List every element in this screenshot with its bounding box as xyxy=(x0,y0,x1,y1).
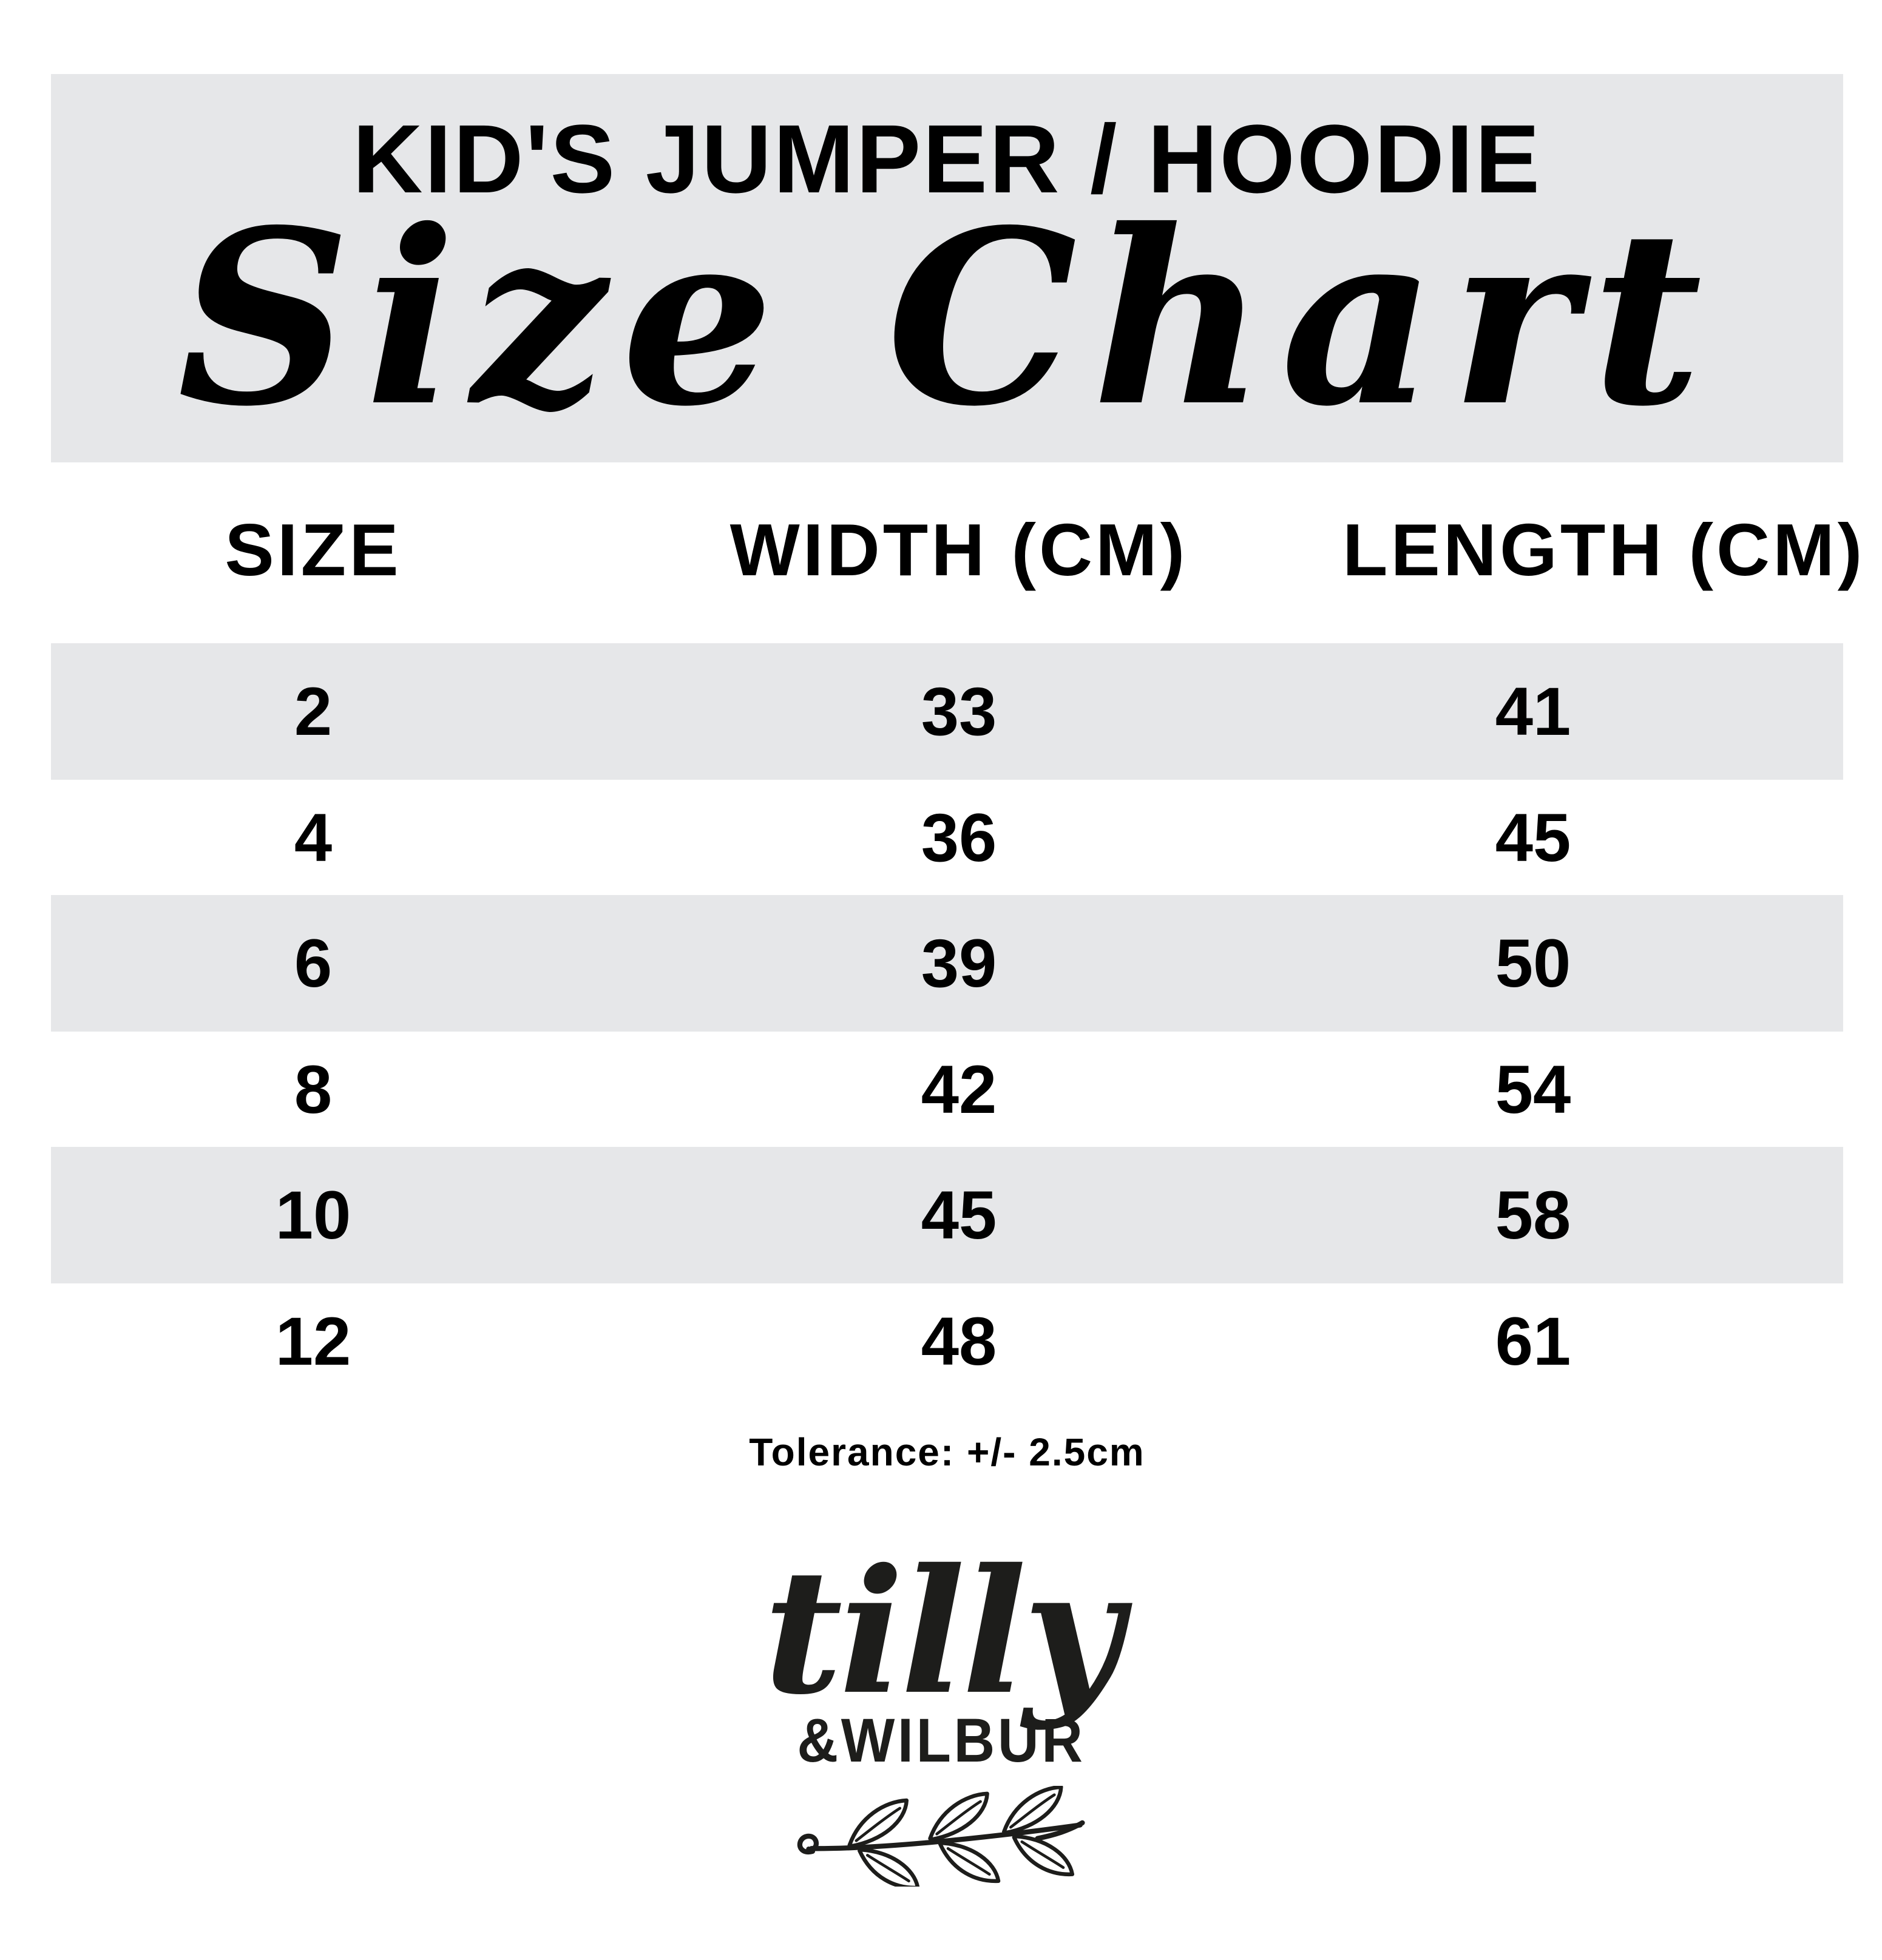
tolerance-note: Tolerance: +/- 2.5cm xyxy=(749,1430,1145,1474)
cell-length: 50 xyxy=(1495,925,1571,1001)
brand-name-caps: &WILBUR xyxy=(797,1705,1086,1775)
cell-width: 42 xyxy=(921,1051,997,1127)
cell-size: 2 xyxy=(294,674,333,749)
branch-stem xyxy=(797,1820,1085,1854)
cell-width: 45 xyxy=(921,1177,997,1253)
cell-size: 10 xyxy=(275,1177,351,1253)
cell-size: 12 xyxy=(275,1303,351,1379)
column-header-width: WIDTH (CM) xyxy=(729,509,1188,591)
table-header-row: SIZE WIDTH (CM) LENGTH (CM) xyxy=(51,489,1866,610)
cell-length: 54 xyxy=(1495,1051,1571,1127)
table-row: 10 45 58 xyxy=(51,1147,1843,1283)
table-row: 6 39 50 xyxy=(51,895,1843,1032)
table-row: 2 33 41 xyxy=(51,643,1843,780)
header-banner: KID'S JUMPER / HOODIE Size Chart xyxy=(51,74,1843,462)
category-title: KID'S JUMPER / HOODIE xyxy=(352,104,1542,213)
size-table: 2 33 41 4 36 45 6 39 50 8 42 54 10 45 58… xyxy=(51,643,1843,1399)
column-header-length: LENGTH (CM) xyxy=(1342,509,1866,591)
page-title: Size Chart xyxy=(177,178,1717,459)
cell-width: 33 xyxy=(921,674,997,749)
cell-width: 39 xyxy=(921,925,997,1001)
brand-logo: tilly &WILBUR xyxy=(635,1531,1248,1890)
brand-name-script: tilly xyxy=(763,1531,1123,1732)
table-row: 4 36 45 xyxy=(51,780,1843,895)
cell-length: 45 xyxy=(1495,799,1571,876)
cell-width: 36 xyxy=(921,799,997,876)
cell-size: 6 xyxy=(294,925,333,1001)
laurel-branch-icon xyxy=(797,1785,1085,1890)
cell-size: 8 xyxy=(294,1051,333,1127)
cell-length: 41 xyxy=(1495,674,1571,749)
cell-width: 48 xyxy=(921,1303,997,1379)
table-row: 12 48 61 xyxy=(51,1283,1843,1399)
cell-length: 61 xyxy=(1495,1303,1571,1379)
cell-size: 4 xyxy=(294,799,333,876)
table-row: 8 42 54 xyxy=(51,1032,1843,1147)
column-header-size: SIZE xyxy=(225,509,402,591)
cell-length: 58 xyxy=(1495,1177,1571,1253)
